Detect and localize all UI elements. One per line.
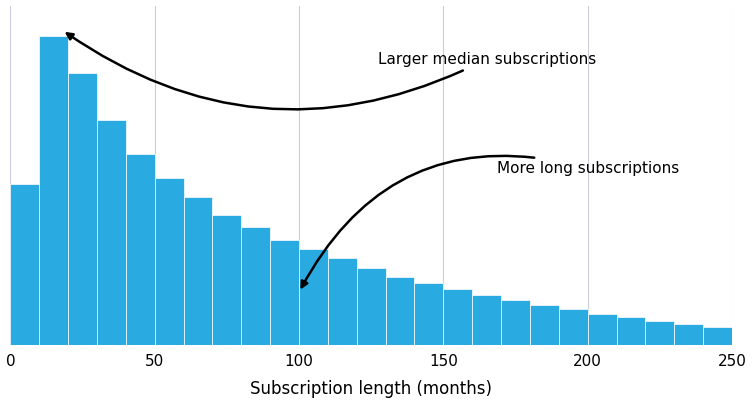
- Bar: [97, 120, 126, 345]
- Bar: [675, 324, 703, 345]
- Bar: [645, 321, 675, 345]
- Bar: [703, 327, 732, 345]
- Bar: [155, 178, 183, 345]
- Bar: [39, 36, 68, 345]
- Bar: [241, 227, 270, 345]
- Bar: [183, 197, 212, 345]
- X-axis label: Subscription length (months): Subscription length (months): [250, 381, 493, 398]
- Bar: [299, 249, 328, 345]
- Bar: [356, 267, 386, 345]
- Text: Larger median subscriptions: Larger median subscriptions: [67, 34, 596, 109]
- Bar: [386, 277, 414, 345]
- Bar: [328, 258, 356, 345]
- Bar: [501, 300, 530, 345]
- Bar: [212, 215, 241, 345]
- Bar: [68, 74, 97, 345]
- Bar: [530, 305, 559, 345]
- Bar: [126, 154, 155, 345]
- Bar: [472, 295, 501, 345]
- Bar: [732, 330, 752, 345]
- Text: More long subscriptions: More long subscriptions: [302, 156, 679, 287]
- Bar: [444, 289, 472, 345]
- Bar: [559, 309, 587, 345]
- Bar: [414, 283, 444, 345]
- Bar: [587, 314, 617, 345]
- Bar: [617, 318, 645, 345]
- Bar: [11, 184, 39, 345]
- Bar: [270, 240, 299, 345]
